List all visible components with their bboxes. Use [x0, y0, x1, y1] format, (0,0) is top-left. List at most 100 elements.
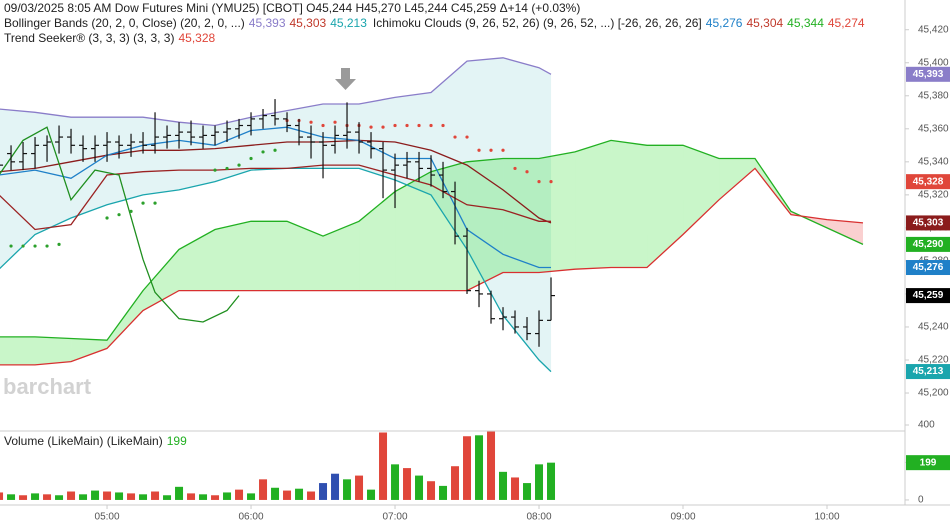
volume-bar	[379, 432, 388, 500]
cloud-fill	[35, 336, 72, 365]
trend-dot	[381, 125, 385, 129]
volume-bar	[271, 487, 280, 500]
volume-bar	[331, 473, 340, 500]
legend-value: 45,303	[289, 16, 327, 30]
volume-bar	[355, 475, 364, 500]
volume-bar	[43, 494, 52, 500]
volume-bar	[523, 483, 532, 500]
volume-bar	[175, 486, 184, 500]
y-tick-label: 0	[918, 495, 924, 506]
volume-bar	[247, 493, 256, 500]
trend-dot	[393, 123, 397, 128]
cloud-fill	[395, 171, 432, 291]
volume-bar	[391, 464, 400, 500]
x-tick-label: 05:00	[95, 512, 120, 523]
legend-value: 45,274	[827, 16, 865, 30]
cloud-fill	[359, 191, 396, 291]
volume-bar	[163, 495, 172, 500]
arrow-icon	[335, 68, 356, 90]
x-tick-label: 09:00	[670, 512, 695, 523]
volume-bar	[307, 491, 316, 500]
band-fill	[0, 57, 552, 372]
legend-value: 45,328	[178, 31, 216, 45]
y-tick-label: 45,400	[918, 57, 949, 68]
trend-dot	[141, 201, 145, 205]
trend-dot	[213, 168, 217, 172]
chart-title: 09/03/2025 8:05 AM Dow Futures Mini (YMU…	[4, 1, 581, 15]
trend-dot	[477, 148, 481, 152]
volume-bar	[427, 481, 436, 500]
price-badge-label: 45,259	[913, 290, 944, 301]
legend: 09/03/2025 8:05 AM Dow Futures Mini (YMU…	[4, 1, 865, 46]
price-badge	[906, 174, 950, 190]
trend-dot	[45, 244, 49, 248]
y-tick-label: 45,380	[918, 90, 949, 101]
study-label: Ichimoku Clouds (9, 26, 52, 26) (9, 26, …	[372, 16, 702, 30]
cloud-fill	[611, 140, 648, 268]
cloud-fill	[683, 145, 720, 235]
price-badge	[906, 215, 950, 231]
trend-dot	[117, 213, 121, 217]
trend-dot	[21, 244, 25, 248]
volume-bar	[139, 494, 148, 500]
trend-dot	[153, 201, 157, 205]
trend-dot	[417, 123, 421, 128]
volume-bar	[127, 493, 136, 500]
volume-bar	[283, 490, 292, 500]
y-tick-label: 45,220	[918, 355, 949, 366]
volume-legend: Volume (LikeMain) (LikeMain) 199	[4, 434, 187, 449]
cloud-fill	[287, 221, 324, 291]
price-badge-label: 45,213	[913, 366, 944, 377]
trend-dot	[369, 125, 373, 129]
volume-bar	[499, 471, 508, 500]
volume-bar	[0, 492, 4, 500]
y-tick-label: 45,320	[918, 189, 949, 200]
volume-bar	[7, 494, 16, 500]
volume-bar	[103, 491, 112, 500]
trend-dot	[453, 135, 457, 139]
legend-value: 45,276	[705, 16, 743, 30]
y-tick-label: 45,420	[918, 24, 949, 35]
trend-dot	[237, 163, 241, 167]
trend-dot	[405, 123, 409, 128]
trend-dot	[489, 148, 493, 152]
volume-bar	[199, 494, 208, 500]
trend-dot	[105, 216, 109, 220]
volume-bar	[439, 485, 448, 500]
x-tick-label: 07:00	[383, 512, 408, 523]
volume-pane	[0, 431, 556, 500]
legend-value: 45,393	[248, 16, 286, 30]
volume-bar	[187, 493, 196, 500]
volume-bar	[259, 479, 268, 500]
cloud-fill	[575, 140, 612, 270]
cloud-fill	[647, 145, 684, 268]
trend-dot	[9, 244, 13, 248]
price-badge-label: 45,393	[913, 69, 944, 80]
cloud-fill	[719, 158, 756, 200]
trend-dot	[513, 166, 517, 171]
price-badge	[906, 260, 950, 276]
volume-bar	[115, 492, 124, 500]
volume-bar	[55, 495, 64, 500]
price-badge	[906, 364, 950, 380]
volume-bar	[535, 464, 544, 500]
volume-bar	[31, 493, 40, 500]
ichimoku-line	[0, 126, 240, 323]
y-tick-label: 45,240	[918, 322, 949, 333]
trend-dot	[549, 180, 553, 184]
price-badge	[906, 236, 950, 252]
price-badge-label: 45,328	[913, 176, 944, 187]
cloud-fill	[431, 161, 468, 291]
trend-dot	[225, 166, 229, 171]
study-label: Bollinger Bands (20, 2, 0, Close) (20, 2…	[4, 16, 245, 30]
price-badge	[906, 66, 950, 82]
trend-dot	[525, 170, 529, 174]
price-badge-label: 45,290	[913, 239, 944, 250]
trend-dot	[429, 123, 433, 128]
span-b-line	[0, 167, 864, 366]
price-pane	[0, 57, 864, 373]
volume-bar	[343, 479, 352, 500]
trend-dot	[33, 244, 37, 248]
study-label: Trend Seeker® (3, 3, 3) (3, 3, 3)	[4, 31, 175, 45]
